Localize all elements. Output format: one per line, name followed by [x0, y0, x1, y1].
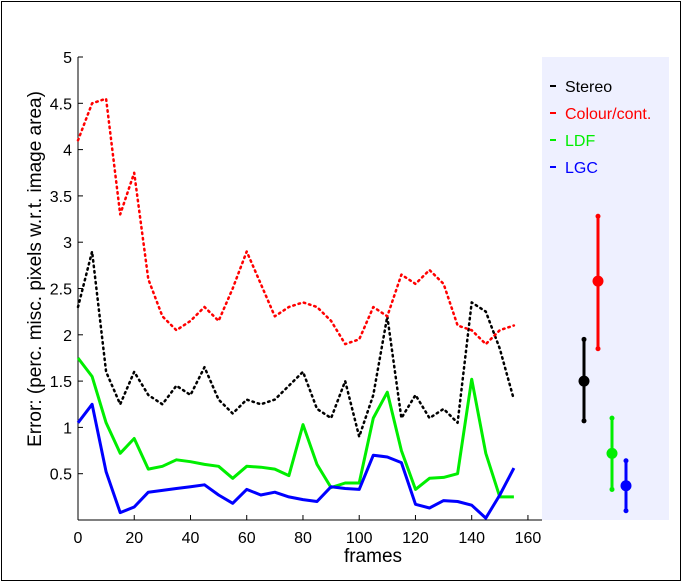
- error-bar-low-cap: [623, 508, 629, 514]
- y-tick-label: 3.5: [50, 189, 72, 206]
- legend-label: Stereo: [565, 79, 612, 96]
- legend-label: Colour/cont.: [565, 106, 651, 123]
- x-tick-label: 100: [346, 530, 373, 547]
- x-tick-label: 60: [238, 530, 256, 547]
- y-tick-label: 0.5: [50, 467, 72, 484]
- y-tick-label: 4: [63, 143, 72, 160]
- error-bar-mean-point: [606, 447, 618, 459]
- y-tick-label: 5: [63, 50, 72, 67]
- series-line-stereo: [76, 250, 516, 438]
- y-tick-label: 2.5: [50, 282, 72, 299]
- y-tick-label: 4.5: [50, 96, 72, 113]
- error-bar-high-cap: [623, 458, 629, 464]
- x-tick-label: 40: [182, 530, 200, 547]
- error-bar-layer: [578, 213, 632, 514]
- series-line-ldf: [76, 357, 514, 499]
- x-tick-label: 120: [402, 530, 429, 547]
- legend-label: LDF: [565, 133, 595, 150]
- x-axis-label: frames: [344, 546, 402, 567]
- y-axis-label: Error: (perc. misc. pixels w.r.t. image …: [25, 91, 46, 447]
- x-tick-label: 0: [74, 530, 83, 547]
- y-tick-label: 3: [63, 235, 72, 252]
- x-tick-label: 140: [458, 530, 485, 547]
- y-tick-label: 1.5: [50, 374, 72, 391]
- error-bar-low-cap: [595, 346, 601, 352]
- y-tick-label: 1: [63, 420, 72, 437]
- error-bar-high-cap: [595, 213, 601, 219]
- x-tick-label: 20: [125, 530, 143, 547]
- legend-label: LGC: [565, 160, 598, 177]
- y-tick-label: 2: [63, 328, 72, 345]
- error-bar-high-cap: [609, 415, 615, 421]
- series-line-lgc: [76, 402, 516, 520]
- x-tick-label: 160: [515, 530, 542, 547]
- series-line-colour-cont: [76, 97, 516, 346]
- error-bar-high-cap: [581, 336, 587, 342]
- error-bar-low-cap: [581, 418, 587, 424]
- summary-panel-background: [542, 57, 669, 520]
- series-layer: [76, 97, 516, 520]
- error-bar-mean-point: [620, 480, 632, 492]
- x-tick-label: 80: [294, 530, 312, 547]
- error-bar-mean-point: [592, 275, 604, 287]
- axes: 0.5 1 1.5 2 2.5 3 3.5 4 4.5 5 0 20 40 60 80 100 120 140 16…: [50, 50, 542, 547]
- error-bar-low-cap: [609, 486, 615, 492]
- legend: Stereo Colour/cont. LDF LGC: [550, 79, 651, 177]
- error-bar-mean-point: [578, 375, 590, 387]
